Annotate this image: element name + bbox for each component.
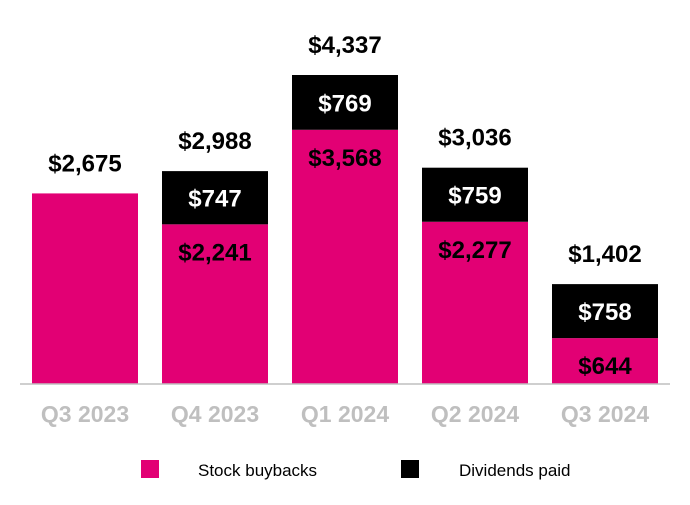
buyback-bar-2	[292, 129, 398, 384]
dividend-bar-4	[552, 284, 658, 339]
buyback-bar-0	[32, 193, 138, 384]
buyback-value-label: $3,568	[308, 145, 381, 172]
x-tick-label: Q3 2023	[41, 401, 129, 427]
dividend-value-label: $769	[318, 90, 371, 117]
dividend-bar-3	[422, 167, 528, 222]
dividend-bar-2	[292, 75, 398, 130]
total-value-label: $4,337	[308, 32, 381, 59]
total-value-label: $3,036	[438, 125, 511, 152]
buyback-value-label: $2,277	[438, 237, 511, 264]
dividend-value-label: $747	[188, 186, 241, 213]
x-tick-label: Q4 2023	[171, 401, 259, 427]
total-value-label: $1,402	[568, 241, 641, 268]
legend-label: Stock buybacks	[198, 461, 317, 480]
x-tick-label: Q1 2024	[301, 401, 389, 427]
buyback-bar-1	[162, 224, 268, 384]
legend-label: Dividends paid	[459, 461, 571, 480]
legend: Stock buybacks Dividends paid	[141, 460, 571, 480]
x-tick-label: Q2 2024	[431, 401, 519, 427]
buyback-value-label: $644	[578, 353, 632, 380]
legend-swatch	[401, 460, 419, 478]
total-value-label: $2,675	[48, 150, 121, 177]
x-tick-label: Q3 2024	[561, 401, 649, 427]
total-value-label: $2,988	[178, 128, 251, 155]
dividend-bar-1	[162, 171, 268, 225]
buyback-value-label: $2,241	[178, 239, 251, 266]
buyback-bar-4	[552, 338, 658, 384]
legend-swatch	[141, 460, 159, 478]
buyback-bar-3	[422, 221, 528, 384]
dividend-value-label: $759	[448, 183, 501, 210]
dividend-value-label: $758	[578, 299, 631, 326]
